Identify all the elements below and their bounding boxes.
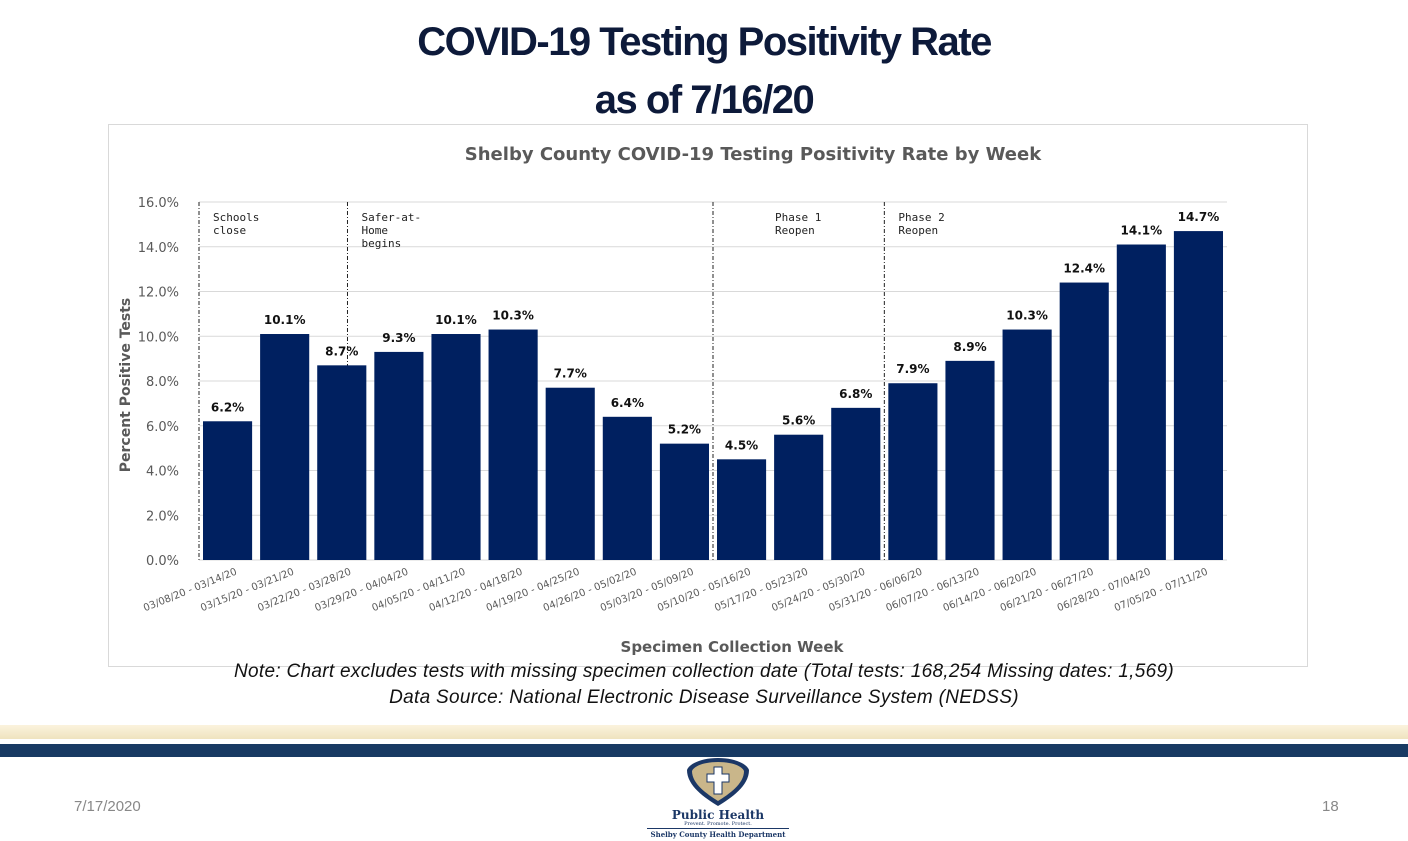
footer-date: 7/17/2020 — [74, 798, 141, 815]
x-tick-label: 05/31/20 - 06/06/20 — [827, 567, 924, 615]
event-annotation-text: Phase 2 — [898, 211, 944, 224]
data-label: 6.8% — [839, 387, 872, 401]
data-label: 8.7% — [325, 344, 358, 358]
logo-divider — [647, 828, 789, 829]
x-tick-label: 04/26/20 - 05/02/20 — [542, 567, 639, 615]
logo-org: Shelby County Health Department — [650, 830, 786, 839]
slide-subtitle: as of 7/16/20 — [594, 78, 815, 122]
logo-name: Public Health — [671, 808, 765, 822]
y-tick-label: 16.0% — [138, 196, 179, 211]
page-number: 18 — [1322, 798, 1339, 815]
x-tick-label: 05/10/20 - 05/16/20 — [656, 567, 753, 615]
data-label: 5.2% — [668, 423, 701, 437]
data-label: 6.2% — [211, 400, 244, 414]
event-annotation-text: Reopen — [898, 224, 938, 237]
y-axis-ticks: 0.0% 2.0% 4.0% 6.0% 8.0% 10.0% 12.0% 14.0% 16.0% — [138, 196, 179, 569]
bar — [602, 416, 652, 560]
x-tick-label: 03/15/20 - 03/21/20 — [199, 567, 296, 615]
bar — [431, 334, 481, 560]
chart-title: Shelby County COVID-19 Testing Positivit… — [465, 144, 1042, 165]
x-tick-label: 05/24/20 - 05/30/20 — [770, 567, 867, 615]
event-annotation-text: close — [213, 224, 246, 237]
x-tick-label: 04/05/20 - 04/11/20 — [370, 567, 467, 615]
data-label: 10.3% — [492, 309, 534, 323]
event-annotation-text: Reopen — [775, 224, 815, 237]
data-label: 10.3% — [1006, 309, 1048, 323]
data-label: 4.5% — [725, 438, 758, 452]
bar — [317, 365, 367, 560]
event-annotation-text: Safer-at- — [361, 211, 421, 224]
data-label: 10.1% — [264, 313, 306, 327]
positivity-bar-chart: Shelby County COVID-19 Testing Positivit… — [118, 144, 1227, 656]
event-annotation-text: Home — [361, 224, 388, 237]
x-axis-label: Specimen Collection Week — [621, 638, 845, 656]
bar — [488, 329, 538, 560]
bar — [202, 421, 253, 560]
bar — [374, 351, 424, 560]
data-label: 6.4% — [611, 396, 644, 410]
y-tick-label: 10.0% — [138, 330, 179, 345]
data-label: 10.1% — [435, 313, 477, 327]
y-tick-label: 12.0% — [138, 286, 179, 301]
bar — [659, 443, 710, 560]
public-health-logo: Public Health Prevent. Promote. Protect.… — [643, 756, 793, 841]
y-tick-label: 6.0% — [146, 420, 179, 435]
bar — [1059, 282, 1109, 560]
y-tick-label: 0.0% — [146, 554, 179, 569]
x-tick-label: 06/07/20 - 06/13/20 — [884, 567, 981, 615]
x-tick-label: 03/22/20 - 03/28/20 — [256, 567, 353, 615]
x-tick-label: 07/05/20 - 07/11/20 — [1113, 567, 1210, 615]
slide-title: COVID-19 Testing Positivity Rate — [417, 20, 992, 64]
bar — [1116, 244, 1166, 560]
data-label: 7.7% — [554, 367, 587, 381]
bar — [1173, 231, 1224, 560]
x-tick-label: 05/03/20 - 05/09/20 — [599, 567, 696, 615]
data-labels: 6.2% 10.1% 8.7% 9.3% 10.1% 10.3% 7.7% 6.4% 5.2% 4… — [211, 210, 1219, 452]
data-label: 7.9% — [896, 362, 929, 376]
data-label: 5.6% — [782, 414, 815, 428]
footer-band-navy — [0, 744, 1408, 757]
x-tick-label: 04/12/20 - 04/18/20 — [428, 567, 525, 615]
chart-container: Shelby County COVID-19 Testing Positivit… — [108, 124, 1308, 667]
bar — [1002, 329, 1052, 560]
y-tick-label: 2.0% — [146, 509, 179, 524]
bar — [945, 360, 995, 560]
bar — [716, 459, 767, 560]
event-annotation-text: begins — [361, 237, 401, 250]
x-tick-label: 03/08/20 - 03/14/20 — [142, 567, 239, 615]
x-tick-label: 03/29/20 - 04/04/20 — [313, 567, 410, 615]
footer-band-tan — [0, 725, 1408, 739]
bar — [545, 387, 595, 560]
x-tick-label: 04/19/20 - 04/25/20 — [485, 567, 582, 615]
data-label: 14.1% — [1121, 224, 1163, 238]
x-tick-label: 06/14/20 - 06/20/20 — [942, 567, 1039, 615]
x-tick-label: 06/28/20 - 07/04/20 — [1056, 567, 1153, 615]
x-tick-label: 05/17/20 - 05/23/20 — [713, 567, 810, 615]
data-label: 9.3% — [382, 331, 415, 345]
y-axis-label: Percent Positive Tests — [118, 298, 134, 473]
event-annotation-text: Schools — [213, 211, 259, 224]
y-tick-label: 8.0% — [146, 375, 179, 390]
data-label: 14.7% — [1178, 210, 1220, 224]
bar — [260, 334, 310, 560]
bar — [831, 407, 881, 560]
shield-cross-icon — [687, 758, 749, 806]
data-label: 12.4% — [1063, 262, 1105, 276]
y-tick-label: 14.0% — [138, 241, 179, 256]
y-tick-label: 4.0% — [146, 465, 179, 480]
bar — [774, 434, 824, 560]
x-tick-label: 06/21/20 - 06/27/20 — [999, 567, 1096, 615]
bar — [888, 383, 938, 560]
event-annotation-text: Phase 1 — [775, 211, 821, 224]
data-source: Data Source: National Electronic Disease… — [389, 687, 1019, 708]
bars — [202, 231, 1224, 560]
data-label: 8.9% — [953, 340, 986, 354]
logo-tagline: Prevent. Promote. Protect. — [684, 821, 752, 827]
chart-note: Note: Chart excludes tests with missing … — [234, 661, 1174, 682]
